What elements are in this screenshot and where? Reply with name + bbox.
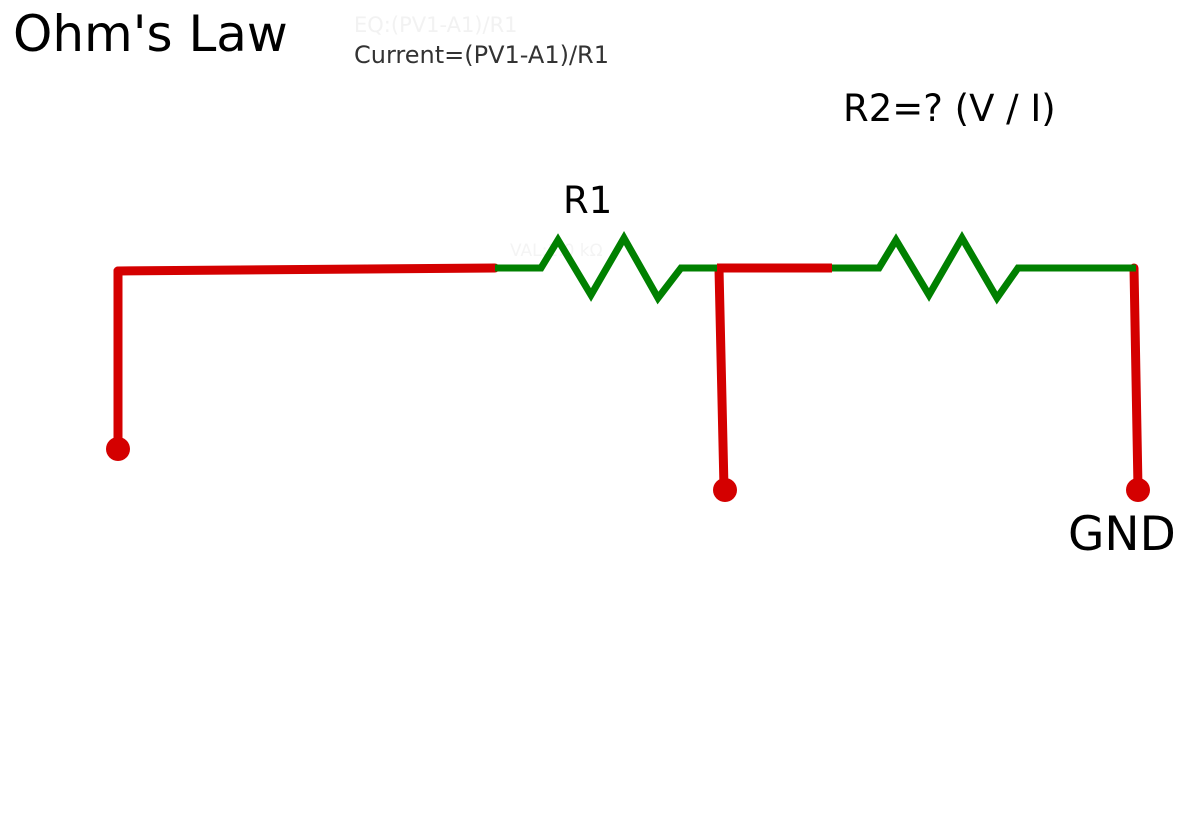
wire-right-vertical — [1129, 263, 1143, 493]
equation-faint-label: EQ:(PV1-A1)/R1 — [354, 13, 518, 37]
resistor-r2-icon — [832, 231, 1136, 305]
terminal-left — [106, 437, 130, 461]
r1-label: R1 — [563, 179, 613, 222]
wire-middle-vertical — [714, 264, 729, 493]
r2-label: R2=? (V / I) — [843, 87, 1056, 130]
wire-top-left — [113, 263, 500, 276]
gnd-label: GND — [1068, 507, 1176, 562]
page-title: Ohm's Law — [13, 5, 288, 63]
r1-value-faint-label: VAL:1.0 kΩ — [510, 241, 603, 261]
terminal-gnd — [1126, 478, 1150, 502]
resistor-r1-icon — [495, 230, 717, 305]
terminal-middle — [713, 478, 737, 502]
current-formula-label: Current=(PV1-A1)/R1 — [354, 41, 609, 69]
